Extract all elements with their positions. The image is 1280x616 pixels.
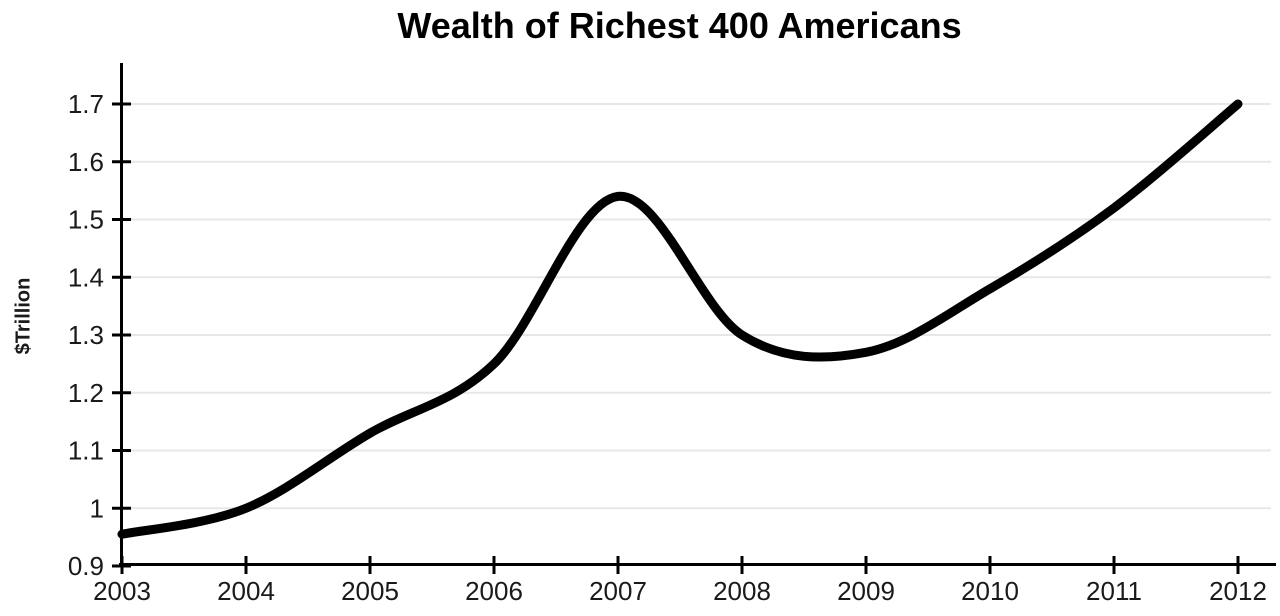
- y-tick-label: 1.6: [68, 147, 104, 177]
- wealth-line-series: [117, 99, 1243, 539]
- y-tick-label: 1.1: [68, 436, 104, 466]
- y-tick-label: 1: [90, 493, 104, 523]
- x-tick-label: 2011: [1086, 576, 1142, 606]
- chart-title: Wealth of Richest 400 Americans: [397, 5, 962, 46]
- y-tick-label: 1.5: [68, 205, 104, 235]
- x-tick-label: 2009: [837, 576, 895, 606]
- x-tick-label: 2006: [465, 576, 523, 606]
- y-tick-label: 1.3: [68, 320, 104, 350]
- y-tick-label: 1.4: [68, 262, 104, 292]
- y-tick-label: 1.2: [68, 378, 104, 408]
- x-tick-label: 2004: [217, 576, 275, 606]
- x-tick-label: 2005: [341, 576, 399, 606]
- x-tick-label: 2007: [589, 576, 647, 606]
- y-tick-label: 1.7: [68, 89, 104, 119]
- x-tick-label: 2008: [713, 576, 771, 606]
- x-tick-label: 2010: [961, 576, 1019, 606]
- x-tick-label: 2012: [1209, 576, 1267, 606]
- y-tick-label: 0.9: [68, 551, 104, 581]
- x-tick-label: 2003: [93, 576, 151, 606]
